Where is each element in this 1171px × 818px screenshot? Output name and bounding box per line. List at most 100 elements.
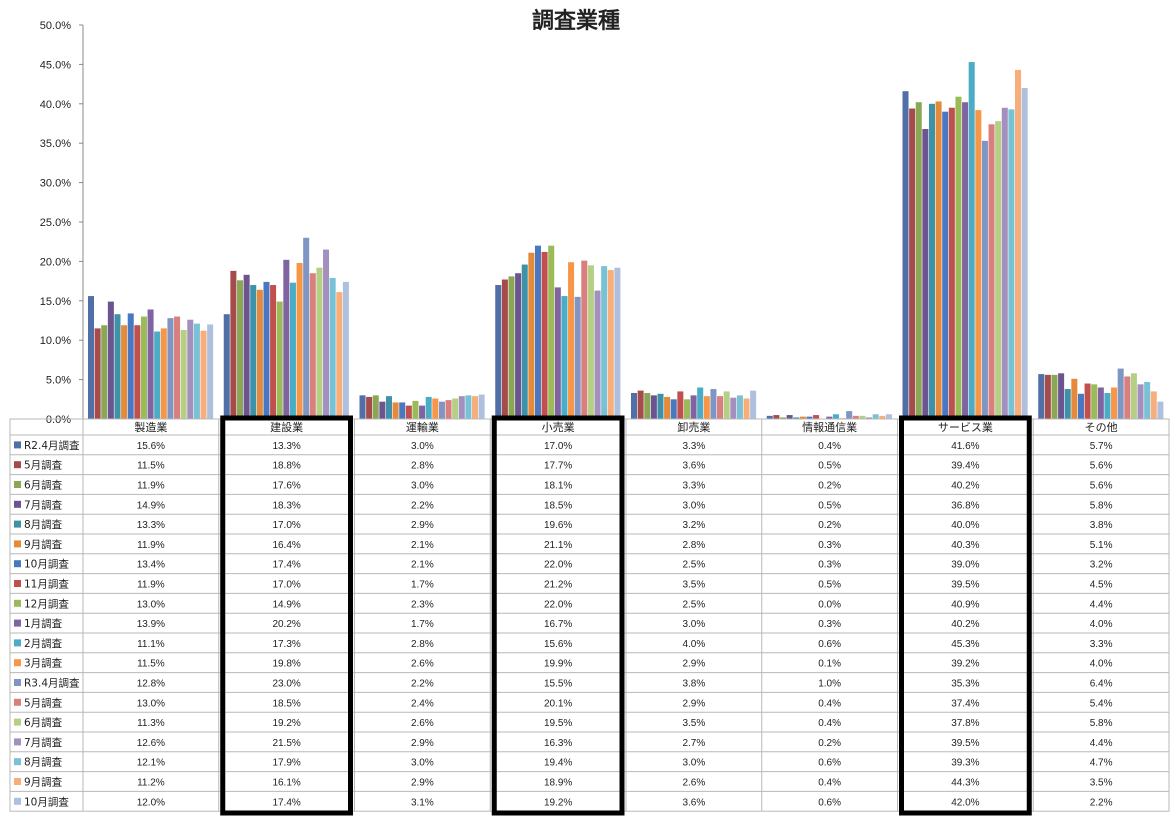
bar [806,416,813,419]
bar [508,276,515,419]
bar [1150,391,1157,419]
bar [614,267,621,419]
bar [276,301,283,419]
bar [650,395,657,419]
y-tick-label: 35.0% [40,138,71,150]
y-tick-label: 0.0% [46,414,71,426]
bar [379,401,386,419]
data-label: 3.0% [682,619,705,630]
bar [534,245,541,419]
bar [750,390,757,419]
bar [160,328,167,419]
bar [909,108,916,419]
data-label: 2.5% [682,599,705,610]
data-label: 0.6% [818,758,841,769]
data-label: 40.2% [951,619,979,630]
bar [283,259,290,419]
data-label: 3.1% [411,797,434,808]
data-label: 15.6% [544,639,572,650]
data-label: 3.3% [682,481,705,492]
bar [256,289,263,419]
data-label: 0.4% [818,441,841,452]
data-label: 5.8% [1090,718,1113,729]
data-label: 40.0% [951,520,979,531]
bar [515,273,522,419]
series-label: 8月調査 [24,518,63,531]
bar [561,296,568,419]
legend-swatch [14,599,21,607]
bar [528,252,535,419]
bar [975,110,982,419]
bar [134,325,141,419]
bar [167,318,174,419]
legend-swatch [14,698,21,706]
data-label: 17.3% [272,639,300,650]
bar [296,262,303,419]
category-label: 製造業 [134,420,167,434]
data-label: 13.4% [137,560,165,571]
series-label: 6月調査 [24,479,63,492]
data-label: 17.7% [544,461,572,472]
data-table: 製造業 建設業 運輸業 小売業 卸売業 情報通信業 サービス業 その他 R2.4月調査 15.6%… [9,418,1170,812]
bar [607,270,614,419]
bar [1077,393,1084,419]
data-label: 2.5% [682,560,705,571]
bar [419,405,426,419]
bar [174,316,181,419]
bar [664,396,671,419]
data-label: 12.8% [137,679,165,690]
bar [872,414,879,419]
bar [359,395,366,419]
data-label: 12.0% [137,797,165,808]
data-label: 5.4% [1090,698,1113,709]
data-label: 18.5% [272,698,300,709]
highlight-box [220,415,353,816]
data-label: 17.0% [272,520,300,531]
data-label: 17.0% [272,580,300,591]
bar [230,270,237,419]
bar [717,396,724,419]
bar [968,62,975,419]
bar [154,331,161,419]
data-label: 2.1% [411,540,434,551]
bar [1091,384,1098,419]
bar [425,396,432,419]
data-label: 19.4% [544,758,572,769]
bar [793,417,800,419]
data-label: 18.1% [544,481,572,492]
data-label: 11.9% [137,540,165,551]
y-tick-label: 10.0% [40,335,71,347]
data-label: 0.5% [818,461,841,472]
bar [697,387,704,419]
bar [786,415,793,419]
data-label: 2.2% [411,500,434,511]
bar [452,398,459,419]
data-label: 4.4% [1090,599,1113,610]
bar [766,415,773,419]
bar [180,329,187,419]
data-label: 2.6% [682,778,705,789]
data-label: 37.8% [951,718,979,729]
series-label: 10月調査 [24,558,69,571]
bar [323,249,330,419]
bar [928,103,935,420]
data-label: 2.1% [411,560,434,571]
bar [962,102,969,419]
data-label: 42.0% [951,797,979,808]
data-label: 0.3% [818,560,841,571]
legend-swatch [14,520,21,528]
data-label: 3.0% [682,758,705,769]
series-label: 10月調査 [24,795,69,808]
bar [1124,376,1131,419]
data-label: 20.1% [544,698,572,709]
series-label: 5月調査 [24,696,63,709]
data-label: 0.3% [818,540,841,551]
bar [879,415,886,419]
bar [637,390,644,419]
data-label: 17.6% [272,481,300,492]
category-label: 建設業 [270,420,303,434]
bar [826,416,833,419]
data-label: 39.5% [951,738,979,749]
data-label: 14.9% [137,500,165,511]
